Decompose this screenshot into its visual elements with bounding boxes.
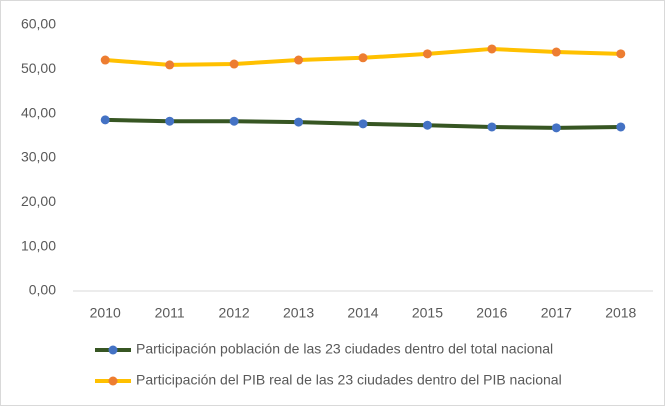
y-tick-label: 10,00: [21, 237, 56, 253]
x-tick-label: 2013: [283, 305, 314, 321]
y-tick-label: 0,00: [29, 282, 56, 298]
legend-marker: [108, 376, 118, 386]
data-point: [100, 115, 110, 125]
legend-label: Participación población de las 23 ciudad…: [136, 341, 553, 357]
data-point: [616, 122, 626, 132]
data-point: [165, 116, 175, 126]
x-tick-label: 2010: [90, 305, 121, 321]
data-point: [358, 119, 368, 129]
data-point: [487, 122, 497, 132]
data-point: [616, 49, 626, 59]
y-tick-label: 60,00: [21, 16, 56, 32]
data-point: [487, 44, 497, 54]
data-point: [551, 47, 561, 57]
data-point: [229, 116, 239, 126]
data-point: [294, 117, 304, 127]
x-tick-label: 2016: [476, 305, 507, 321]
data-point: [100, 55, 110, 65]
legend-label: Participación del PIB real de las 23 ciu…: [136, 372, 562, 388]
x-tick-label: 2017: [541, 305, 572, 321]
y-tick-label: 20,00: [21, 193, 56, 209]
x-tick-label: 2014: [347, 305, 378, 321]
data-point: [422, 49, 432, 59]
y-tick-label: 30,00: [21, 149, 56, 165]
legend-marker: [108, 345, 118, 355]
data-point: [422, 120, 432, 130]
data-point: [294, 55, 304, 65]
y-tick-label: 50,00: [21, 60, 56, 76]
data-point: [551, 123, 561, 133]
x-tick-label: 2011: [155, 305, 185, 321]
x-tick-label: 2012: [219, 305, 250, 321]
data-point: [358, 53, 368, 63]
y-tick-label: 40,00: [21, 104, 56, 120]
x-tick-label: 2018: [605, 305, 636, 321]
data-point: [165, 60, 175, 70]
x-tick-label: 2015: [412, 305, 443, 321]
data-point: [229, 59, 239, 69]
